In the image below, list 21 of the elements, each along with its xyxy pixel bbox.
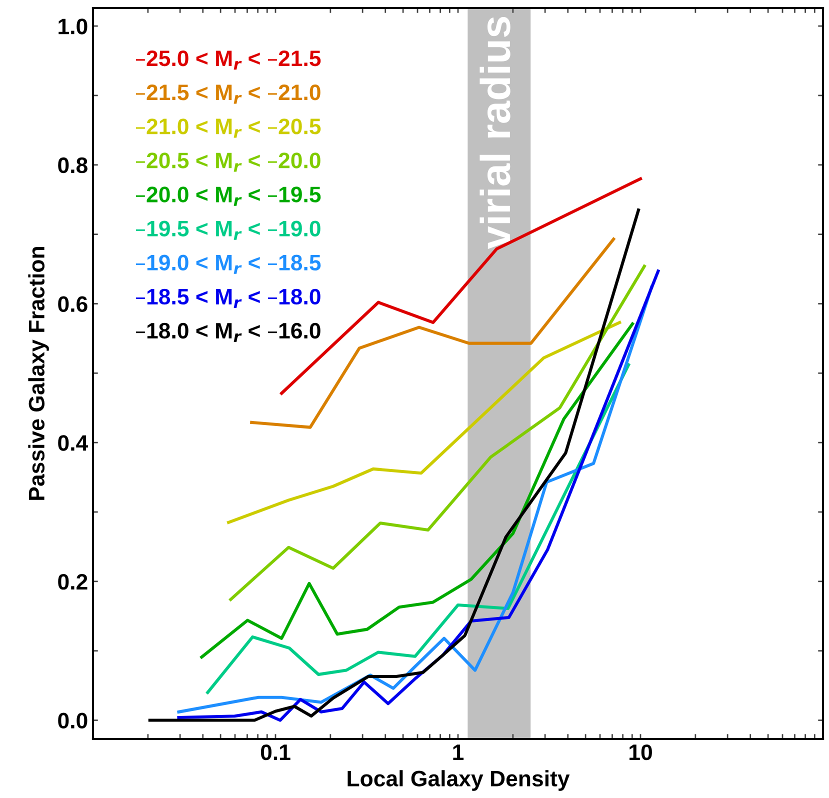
x-tick-label: 1 [453, 744, 464, 760]
y-axis-title: Passive Galaxy Fraction [28, 247, 49, 500]
x-tick-label: 0.1 [260, 744, 290, 760]
text: –19.5 < M$_{r}$ < –19.0 [136, 220, 320, 240]
text: –18.5 < M$_{r}$ < –18.0 [136, 288, 320, 308]
y-tick-label: 0.6 [58, 296, 88, 312]
x-tick-label: 10 [630, 744, 652, 760]
text: –19.0 < M$_{r}$ < –18.5 [136, 254, 321, 274]
y-tick-label: 0.4 [58, 435, 88, 451]
x-axis-title: Local Galaxy Density [348, 770, 570, 791]
y-tick-label: 0.2 [58, 574, 88, 590]
text: –18.0 < M$_{r}$ < –16.0 [136, 322, 320, 342]
text: –20.5 < M$_{r}$ < –20.0 [136, 152, 320, 172]
band-label: virial radius [480, 17, 510, 250]
text: –25.0 < M$_{r}$ < –21.5 [136, 50, 321, 70]
y-tick-label: 1.0 [58, 18, 88, 34]
text: –21.5 < M$_{r}$ < –21.0 [136, 84, 320, 104]
text: –21.0 < M$_{r}$ < –20.5 [136, 118, 321, 138]
y-tick-label: 0.8 [58, 157, 88, 174]
y-tick-label: 0.0 [58, 712, 88, 729]
text: –20.0 < M$_{r}$ < –19.5 [136, 186, 321, 206]
